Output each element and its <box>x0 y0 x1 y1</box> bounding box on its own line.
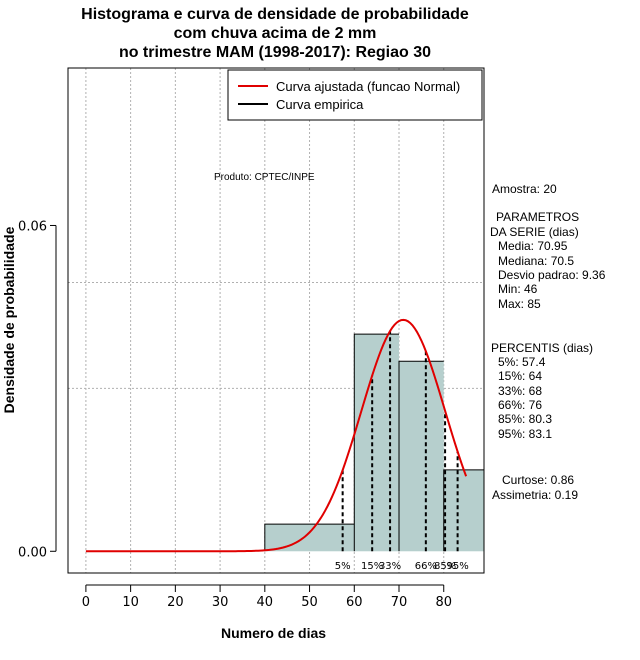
histogram-bar-outline <box>353 333 400 552</box>
x-tick-label: 40 <box>257 595 274 610</box>
stat-median: Mediana: 70.5 <box>498 254 575 268</box>
histogram-bar-outline <box>443 469 484 552</box>
percentile-lines <box>341 331 459 552</box>
stat-p33: 33%: 68 <box>498 384 543 398</box>
stat-sd: Desvio padrao: 9.36 <box>498 268 606 282</box>
percentile-labels: 5% 15%33% 66%85%95% <box>335 561 469 572</box>
stat-p5: 5%: 57.4 <box>498 355 546 369</box>
histogram-bar <box>264 524 355 552</box>
percentile-label: 15% <box>361 561 383 572</box>
legend: Curva ajustada (funcao Normal) Curva emp… <box>227 69 483 121</box>
stat-p95: 95%: 83.1 <box>498 427 553 441</box>
y-tick-label: 0.00 <box>18 545 47 560</box>
percentile-label: 85% <box>434 561 456 572</box>
stat-kurtosis: Curtose: 0.86 <box>502 473 575 487</box>
stat-sample: Amostra: 20 <box>492 182 557 196</box>
x-axis: 0 10 20 30 40 50 60 70 80 <box>82 584 452 610</box>
x-tick-label: 20 <box>167 595 184 610</box>
x-tick-label: 60 <box>346 595 363 610</box>
x-tick-label: 80 <box>435 595 452 610</box>
stat-p85: 85%: 80.3 <box>498 412 553 426</box>
stat-skewness: Assimetria: 0.19 <box>492 488 579 502</box>
y-axis-title: Densidade de probabilidade <box>1 226 17 414</box>
stat-percentis-header: PERCENTIS (dias) <box>491 341 594 355</box>
legend-fitted-label: Curva ajustada (funcao Normal) <box>276 79 460 94</box>
fitted-normal-curve <box>85 318 468 553</box>
percentile-label: 33% <box>379 561 401 572</box>
stat-mean: Media: 70.95 <box>498 239 568 253</box>
chart-title-line-2: com chuva acima de 2 mm <box>173 25 377 42</box>
grid-lines <box>68 68 484 573</box>
histogram-bar <box>399 361 444 552</box>
x-tick-label: 0 <box>82 595 90 610</box>
plot-frame <box>67 67 485 574</box>
stat-max: Max: 85 <box>498 297 541 311</box>
product-note: Produto: CPTEC/INPE <box>214 172 315 183</box>
stat-p66: 66%: 76 <box>498 398 543 412</box>
chart-title-line-1: Histograma e curva de densidade de proba… <box>81 6 469 23</box>
y-tick-label: 0.06 <box>18 219 47 234</box>
legend-empirical-label: Curva empirica <box>276 97 364 112</box>
histogram-bar <box>443 469 484 552</box>
percentile-label: 95% <box>446 561 468 572</box>
x-tick-label: 70 <box>391 595 408 610</box>
x-tick-label: 50 <box>301 595 318 610</box>
x-tick-label: 30 <box>212 595 229 610</box>
histogram-bar-outline <box>264 523 355 552</box>
stat-params-header-2: DA SERIE (dias) <box>490 225 579 239</box>
histogram-bar <box>354 334 400 552</box>
stat-min: Min: 46 <box>498 282 538 296</box>
histogram-bars <box>264 333 484 552</box>
stat-params-header-1: PARAMETROS <box>496 210 580 224</box>
percentile-label: 66% <box>415 561 437 572</box>
stat-p15: 15%: 64 <box>498 369 543 383</box>
x-axis-title: Numero de dias <box>221 625 327 641</box>
legend-box <box>227 69 483 121</box>
x-tick-label: 10 <box>122 595 139 610</box>
percentile-label: 5% <box>335 561 351 572</box>
chart-title-line-3: no trimestre MAM (1998-2017): Regiao 30 <box>118 44 432 61</box>
y-axis: 0.00 0.06 <box>18 219 57 560</box>
